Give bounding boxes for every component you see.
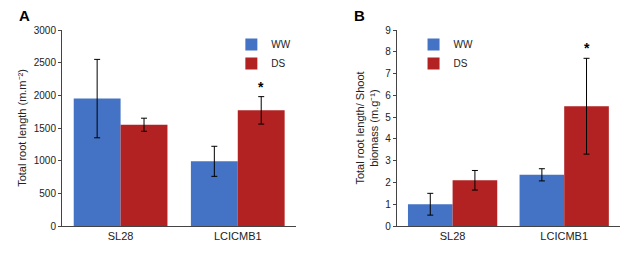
svg-text:SL28: SL28	[440, 230, 466, 242]
svg-text:B: B	[354, 7, 365, 24]
svg-text:2500: 2500	[34, 57, 57, 68]
svg-text:LCICMB1: LCICMB1	[540, 230, 588, 242]
svg-text:5: 5	[385, 112, 391, 123]
svg-text:WW: WW	[454, 39, 473, 50]
svg-text:Total root length (m.m⁻²): Total root length (m.m⁻²)	[16, 69, 28, 187]
svg-text:DS: DS	[454, 58, 468, 69]
svg-text:LCICMB1: LCICMB1	[214, 230, 262, 242]
svg-text:2: 2	[385, 177, 391, 188]
svg-text:7: 7	[385, 68, 391, 79]
svg-text:1500: 1500	[34, 123, 57, 134]
svg-text:0: 0	[385, 221, 391, 232]
svg-text:9: 9	[385, 25, 391, 36]
svg-text:*: *	[258, 79, 264, 95]
svg-text:SL28: SL28	[108, 230, 134, 242]
svg-text:1: 1	[385, 199, 391, 210]
svg-text:6: 6	[385, 90, 391, 101]
svg-text:DS: DS	[271, 58, 285, 69]
svg-text:3: 3	[385, 155, 391, 166]
svg-text:1000: 1000	[34, 155, 57, 166]
svg-text:2000: 2000	[34, 90, 57, 101]
svg-text:WW: WW	[271, 39, 290, 50]
svg-text:3000: 3000	[34, 25, 57, 36]
svg-text:4: 4	[385, 133, 391, 144]
svg-text:8: 8	[385, 46, 391, 57]
svg-text:500: 500	[39, 188, 56, 199]
svg-text:Total root length/ Shootbiomas: Total root length/ Shootbiomass (m.g⁻¹)	[354, 71, 380, 184]
svg-text:A: A	[19, 7, 30, 24]
svg-text:*: *	[584, 40, 590, 56]
svg-text:0: 0	[50, 221, 56, 232]
